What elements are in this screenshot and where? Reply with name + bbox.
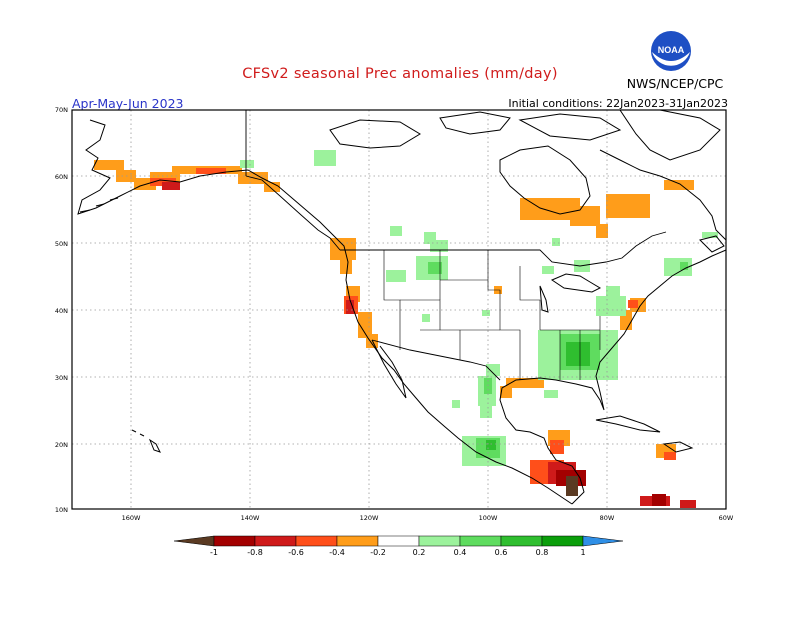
legend-label: -0.4 [329,548,345,557]
latitude-labels: 70N 60N 50N 40N 30N 20N 10N [55,106,68,514]
anomaly-patches [94,150,718,508]
lat-label: 10N [55,506,68,514]
lon-label: 160W [122,514,141,522]
legend-swatch [377,535,420,547]
agency-label: NWS/NCEP/CPC [626,76,724,91]
legend-swatch [213,535,256,547]
lat-label: 40N [55,307,68,315]
political-borders [245,110,667,381]
legend-arrow-high [582,535,624,547]
legend-label: 0.4 [454,548,467,557]
legend-label: 0.6 [495,548,508,557]
coastlines [77,109,727,505]
lat-label: 50N [55,240,68,248]
lon-label: 60W [719,514,734,522]
logo-text: NOAA [658,45,685,55]
period-label: Apr-May-Jun 2023 [72,96,184,111]
legend-label: -0.8 [247,548,263,557]
lon-label: 140W [241,514,260,522]
legend-swatch [459,535,502,547]
legend-swatch [541,535,584,547]
legend-label: 0.2 [413,548,426,557]
map-frame [71,109,727,510]
lon-label: 120W [360,514,379,522]
noaa-logo: NOAA [650,30,692,72]
lat-label: 30N [55,374,68,382]
lon-label: 100W [479,514,498,522]
legend-label: -0.6 [288,548,304,557]
legend-arrow-low [173,535,215,547]
legend-label: 1 [580,548,585,557]
lon-label: 80W [600,514,615,522]
legend-label: -0.2 [370,548,386,557]
legend-swatch [254,535,297,547]
chart-title: CFSv2 seasonal Prec anomalies (mm/day) [242,66,558,82]
legend-label: 0.8 [536,548,549,557]
lat-label: 20N [55,441,68,449]
color-legend: -1 -0.8 -0.6 -0.4 -0.2 0.2 0.4 0.6 0.8 1 [173,535,624,557]
lat-label: 60N [55,173,68,181]
legend-swatch [500,535,543,547]
legend-label: -1 [210,548,218,557]
graticule [72,110,726,509]
initial-conditions-label: Initial conditions: 22Jan2023-31Jan2023 [508,97,728,110]
lat-label: 70N [55,106,68,114]
longitude-labels: 160W 140W 120W 100W 80W 60W [122,514,734,522]
legend-swatch [336,535,379,547]
legend-swatch [418,535,461,547]
legend-swatch [295,535,338,547]
